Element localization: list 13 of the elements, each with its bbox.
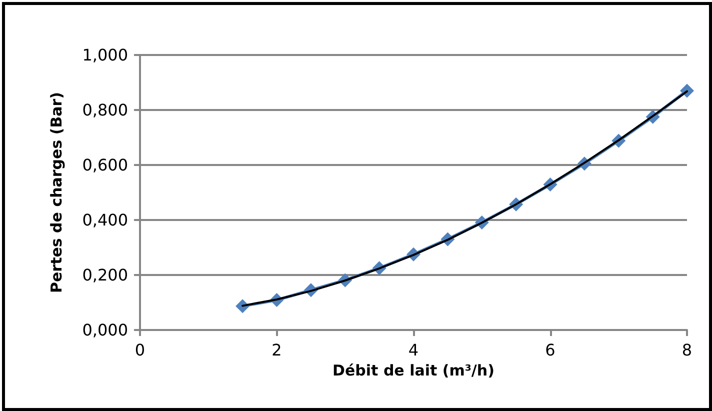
y-tick-label: 0,800 bbox=[82, 100, 128, 120]
x-tick-label: 2 bbox=[272, 340, 282, 360]
x-tick-label: 8 bbox=[682, 340, 692, 360]
y-tick-label: 1,000 bbox=[82, 46, 128, 64]
x-axis-title: Débit de lait (m³/h) bbox=[332, 361, 494, 380]
y-axis-title: Pertes de charges (Bar) bbox=[48, 92, 66, 294]
y-tick-label: 0,400 bbox=[82, 210, 128, 230]
x-tick-label: 4 bbox=[408, 340, 419, 360]
y-tick-label: 0,200 bbox=[82, 266, 128, 284]
y-tick-label: 0,000 bbox=[82, 320, 128, 340]
y-tick-label: 0,600 bbox=[82, 156, 128, 174]
x-tick-label: 6 bbox=[545, 340, 556, 360]
x-tick-label: 0 bbox=[134, 340, 146, 360]
